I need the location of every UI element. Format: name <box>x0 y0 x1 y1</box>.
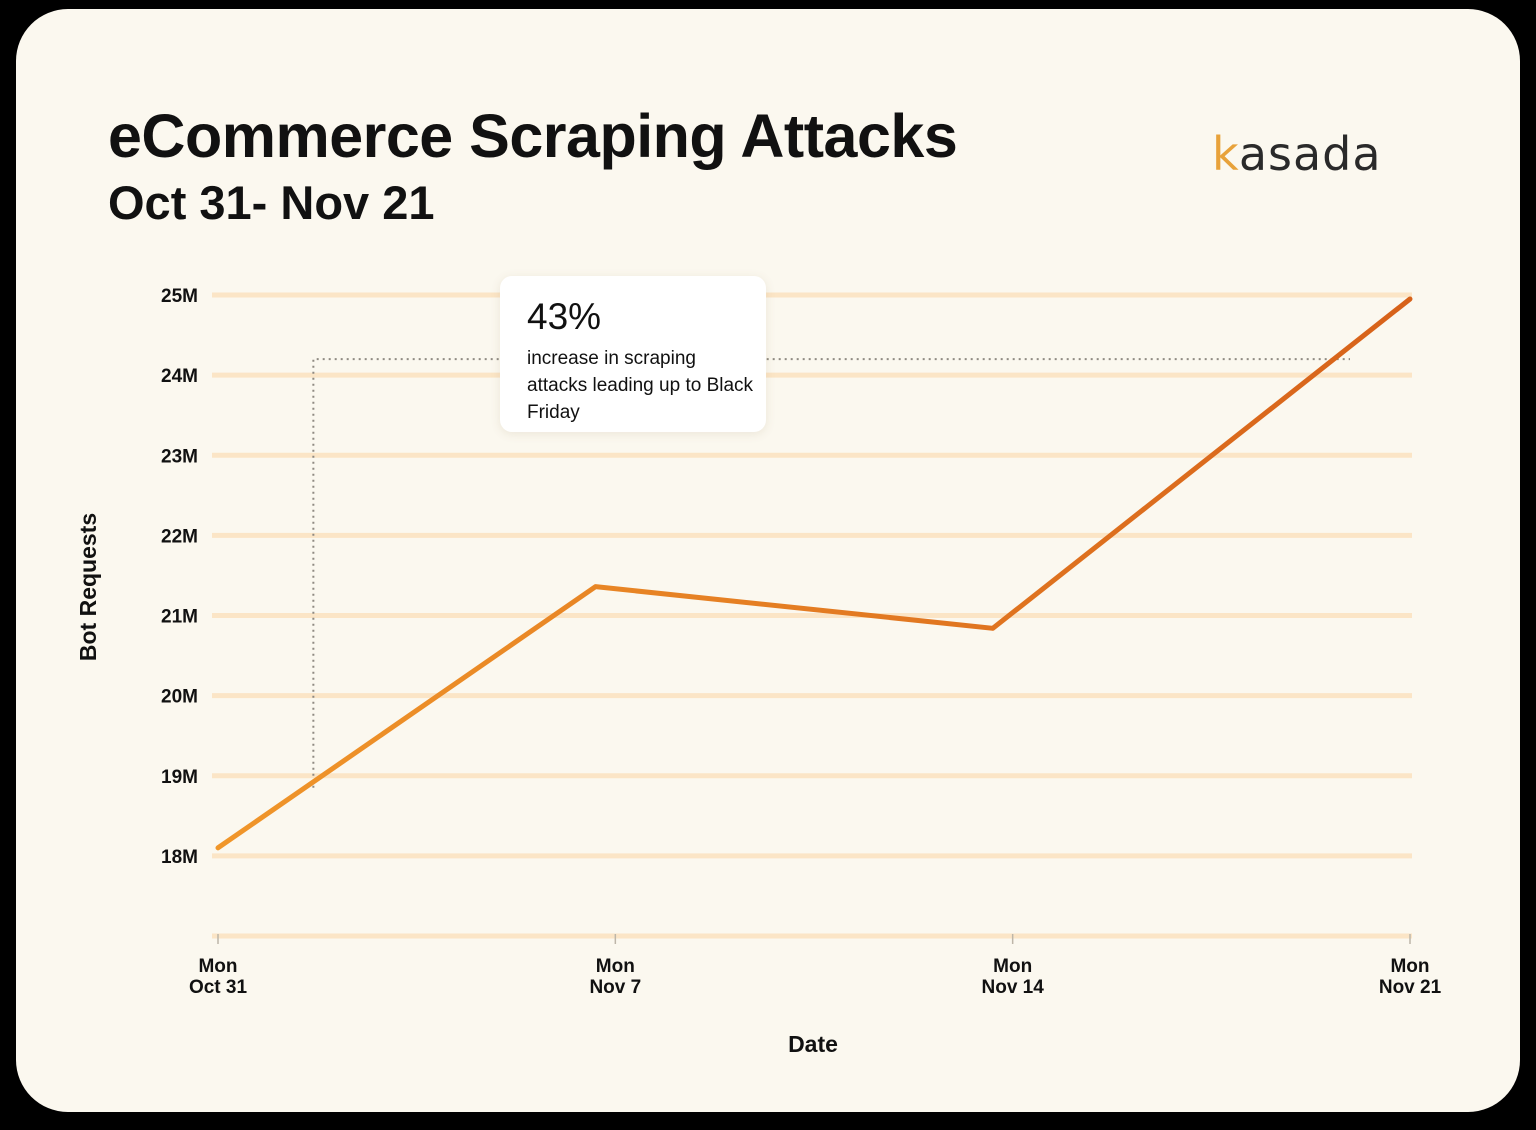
y-tick-label: 19M <box>161 767 198 788</box>
y-tick-label: 25M <box>161 286 198 307</box>
y-tick-label: 20M <box>161 687 198 708</box>
logo-wordmark: asada <box>1238 127 1382 181</box>
grid-lines <box>212 292 1412 939</box>
x-tick-label: Mon <box>198 956 237 977</box>
x-tick-label: Nov 7 <box>589 977 641 998</box>
annotation-dotted-line <box>312 358 1350 788</box>
y-tick-label: 21M <box>161 607 198 628</box>
annotation-bracket <box>312 358 1350 788</box>
chart-subtitle: Oct 31- Nov 21 <box>108 176 435 229</box>
kasada-logo: kasada <box>1212 127 1382 181</box>
y-tick-label: 18M <box>161 847 198 868</box>
chart-card: eCommerce Scraping Attacks Oct 31- Nov 2… <box>16 9 1520 1112</box>
x-tick-label: Mon <box>993 956 1032 977</box>
logo-accent-letter: k <box>1212 127 1239 181</box>
series-group <box>215 296 1413 851</box>
x-tick-label: Oct 31 <box>189 977 248 998</box>
y-tick-label: 22M <box>161 526 198 547</box>
x-tick-label: Nov 14 <box>982 977 1045 998</box>
y-tick-label: 23M <box>161 446 198 467</box>
y-tick-label: 24M <box>161 366 198 387</box>
annotation-callout: 43% increase in scraping attacks leading… <box>500 276 766 432</box>
x-tick-label: Mon <box>596 956 635 977</box>
series-line <box>215 296 1413 851</box>
x-tick-label: Mon <box>1390 956 1429 977</box>
callout-percentage: 43% <box>527 296 602 337</box>
chart-title: eCommerce Scraping Attacks <box>108 102 958 170</box>
callout-description: increase in scraping attacks leading up … <box>527 348 754 423</box>
y-axis-ticks: 18M 19M 20M 21M 22M 23M 24M 25M <box>161 286 198 868</box>
x-tick-label: Nov 21 <box>1379 977 1442 998</box>
x-axis-label: Date <box>788 1031 838 1057</box>
y-axis-label: Bot Requests <box>75 513 101 661</box>
